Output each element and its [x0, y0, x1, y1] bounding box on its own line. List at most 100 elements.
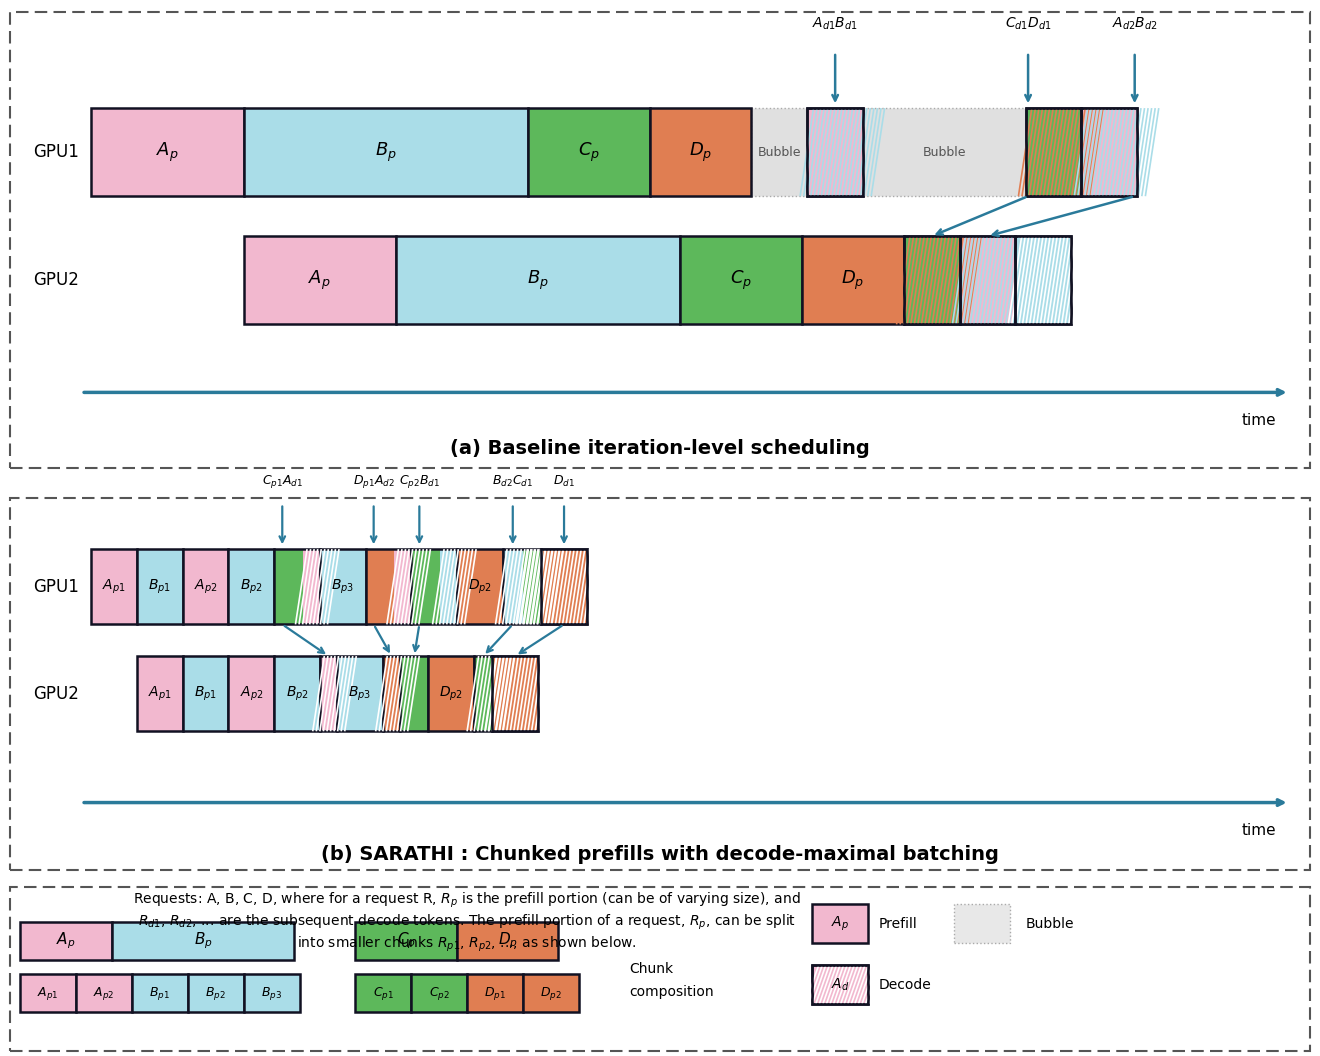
- Bar: [383, 656, 400, 731]
- Bar: [412, 549, 457, 624]
- Bar: [1081, 108, 1138, 196]
- Bar: [20, 922, 112, 960]
- Text: $A_{p2}$: $A_{p2}$: [94, 985, 115, 1002]
- Bar: [1015, 237, 1072, 324]
- Bar: [91, 108, 244, 196]
- Bar: [396, 237, 680, 324]
- Bar: [137, 656, 182, 731]
- Bar: [960, 237, 1015, 324]
- Text: $B_{p1}$: $B_{p1}$: [148, 578, 172, 596]
- Bar: [91, 549, 137, 624]
- Text: Bubble: Bubble: [1026, 917, 1074, 930]
- Text: $C_{p1}$: $C_{p1}$: [372, 985, 393, 1002]
- Text: $A_{d2}B_{d2}$: $A_{d2}B_{d2}$: [1111, 16, 1158, 33]
- Text: $A_{p1}$: $A_{p1}$: [148, 684, 172, 703]
- Bar: [904, 237, 960, 324]
- Bar: [319, 549, 366, 624]
- Text: Chunk: Chunk: [630, 962, 673, 976]
- Text: $A_{p2}$: $A_{p2}$: [239, 684, 263, 703]
- Bar: [77, 974, 132, 1013]
- Text: $A_{p1}$: $A_{p1}$: [103, 578, 125, 596]
- Bar: [863, 108, 1026, 196]
- Text: $B_{d2}C_{d1}$: $B_{d2}C_{d1}$: [492, 474, 533, 489]
- Bar: [528, 108, 649, 196]
- Text: $B_p$: $B_p$: [194, 930, 213, 951]
- Text: Requests: A, B, C, D, where for a request R, $R_p$ is the prefill portion (can b: Requests: A, B, C, D, where for a reques…: [133, 890, 801, 954]
- Bar: [355, 974, 412, 1013]
- Bar: [112, 922, 294, 960]
- Bar: [302, 549, 319, 624]
- Text: GPU1: GPU1: [33, 144, 79, 162]
- Text: $C_{p1}A_{d1}$: $C_{p1}A_{d1}$: [261, 473, 302, 490]
- Bar: [523, 549, 541, 624]
- Bar: [393, 549, 412, 624]
- Bar: [1081, 108, 1138, 196]
- Bar: [523, 549, 541, 624]
- Text: GPU2: GPU2: [33, 684, 79, 702]
- Bar: [960, 237, 1015, 324]
- Bar: [457, 922, 558, 960]
- Bar: [182, 549, 228, 624]
- Text: $D_{d1}$: $D_{d1}$: [553, 474, 576, 489]
- Text: $B_{p3}$: $B_{p3}$: [348, 684, 371, 703]
- Bar: [467, 974, 523, 1013]
- Bar: [319, 656, 337, 731]
- Bar: [337, 656, 383, 731]
- Bar: [492, 656, 539, 731]
- Text: (a) Baseline iteration-level scheduling: (a) Baseline iteration-level scheduling: [450, 439, 870, 458]
- Bar: [137, 549, 182, 624]
- Text: $B_{p2}$: $B_{p2}$: [240, 578, 263, 596]
- Bar: [904, 237, 960, 324]
- Bar: [541, 549, 587, 624]
- Bar: [302, 549, 319, 624]
- Text: Bubble: Bubble: [758, 146, 801, 158]
- Bar: [228, 549, 275, 624]
- Bar: [541, 549, 587, 624]
- Bar: [1026, 108, 1081, 196]
- Bar: [244, 108, 528, 196]
- Text: $B_{p3}$: $B_{p3}$: [261, 985, 282, 1002]
- Bar: [503, 549, 523, 624]
- Bar: [812, 965, 869, 1003]
- Bar: [523, 974, 578, 1013]
- Text: $A_p$: $A_p$: [156, 140, 180, 164]
- Text: $C_{d1}D_{d1}$: $C_{d1}D_{d1}$: [1005, 16, 1051, 33]
- Bar: [474, 656, 492, 731]
- Text: Decode: Decode: [878, 978, 931, 992]
- Bar: [355, 922, 457, 960]
- Text: Bubble: Bubble: [923, 146, 966, 158]
- Bar: [812, 904, 869, 943]
- Text: $D_{p1}$: $D_{p1}$: [484, 985, 506, 1002]
- Text: $D_{p2}$: $D_{p2}$: [540, 985, 562, 1002]
- Bar: [20, 974, 77, 1013]
- Bar: [366, 549, 412, 624]
- Text: $A_{p2}$: $A_{p2}$: [194, 578, 218, 596]
- Text: (b) SARATHI : Chunked prefills with decode-maximal batching: (b) SARATHI : Chunked prefills with deco…: [321, 845, 999, 864]
- Text: time: time: [1242, 823, 1276, 837]
- Text: $D_{p2}$: $D_{p2}$: [467, 578, 492, 596]
- Bar: [275, 549, 319, 624]
- Bar: [803, 237, 904, 324]
- Text: Prefill: Prefill: [878, 917, 917, 930]
- Bar: [474, 656, 492, 731]
- Text: $B_p$: $B_p$: [375, 140, 397, 164]
- Bar: [751, 108, 808, 196]
- Bar: [457, 549, 503, 624]
- Bar: [474, 656, 492, 731]
- Text: $D_p$: $D_p$: [841, 268, 865, 291]
- Bar: [1015, 237, 1072, 324]
- Bar: [503, 549, 523, 624]
- Text: $C_{p2}$: $C_{p2}$: [429, 985, 450, 1002]
- Text: $D_{p2}$: $D_{p2}$: [440, 684, 463, 703]
- Bar: [1026, 108, 1081, 196]
- Bar: [649, 108, 751, 196]
- Bar: [244, 974, 300, 1013]
- Text: $D_{p1}A_{d2}$: $D_{p1}A_{d2}$: [352, 473, 395, 490]
- Text: $B_{p3}$: $B_{p3}$: [331, 578, 354, 596]
- Bar: [187, 974, 244, 1013]
- Bar: [808, 108, 863, 196]
- Bar: [503, 549, 541, 624]
- Bar: [228, 656, 275, 731]
- Text: $A_{p1}$: $A_{p1}$: [37, 985, 59, 1002]
- Bar: [440, 549, 457, 624]
